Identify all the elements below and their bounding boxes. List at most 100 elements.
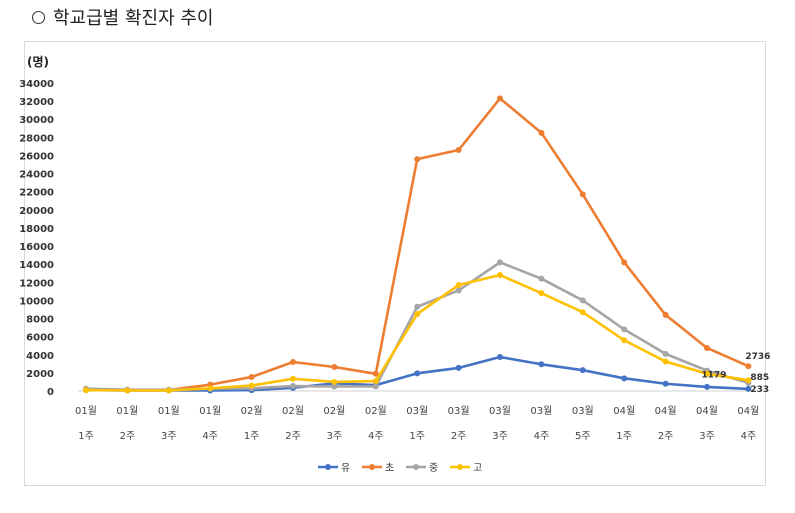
x-tick-month: 02월 (323, 405, 345, 417)
y-tick-label: 6000 (26, 333, 54, 344)
legend-label: 고 (473, 463, 482, 474)
y-tick-label: 20000 (19, 206, 54, 217)
data-point (579, 367, 586, 374)
data-point (414, 370, 421, 377)
x-tick-week: 3주 (492, 431, 508, 442)
y-tick-label: 18000 (19, 224, 54, 235)
series-line-1 (85, 97, 749, 392)
x-tick-month: 01월 (158, 405, 180, 417)
data-point (414, 156, 421, 163)
legend-swatch-marker (413, 464, 419, 470)
x-tick-month: 01월 (116, 405, 138, 417)
y-tick-label: 22000 (19, 188, 54, 199)
data-label: 1179 (701, 370, 726, 380)
page-heading: 학교급별 확진자 추이 (32, 4, 213, 30)
data-point (621, 326, 628, 333)
x-tick-week: 4주 (368, 431, 384, 442)
data-point (372, 378, 379, 385)
x-tick-month: 04월 (737, 405, 759, 417)
x-tick-week: 3주 (327, 431, 343, 442)
x-tick-week: 3주 (699, 431, 715, 442)
x-tick-month: 04월 (655, 405, 677, 417)
data-point (124, 387, 131, 394)
x-tick-month: 04월 (696, 405, 718, 417)
y-tick-label: 12000 (19, 278, 54, 289)
data-point (745, 385, 752, 392)
x-tick-week: 4주 (534, 431, 550, 442)
data-point (621, 259, 628, 266)
data-point (538, 361, 545, 368)
data-point (372, 370, 379, 377)
data-point (331, 363, 338, 370)
x-tick-month: 03월 (572, 405, 594, 417)
data-point (745, 363, 752, 370)
y-tick-label: 8000 (26, 315, 54, 326)
data-point (704, 344, 710, 351)
x-tick-month: 02월 (365, 405, 387, 417)
legend-swatch-marker (369, 464, 375, 470)
y-tick-label: 4000 (26, 351, 54, 362)
x-tick-month: 03월 (489, 405, 511, 417)
y-tick-label: 30000 (19, 115, 54, 126)
data-point (538, 290, 545, 297)
data-point (704, 383, 710, 390)
data-point (621, 375, 628, 382)
data-point (662, 350, 669, 357)
data-point (662, 380, 669, 387)
data-label: 233 (750, 385, 769, 395)
x-tick-month: 04월 (613, 405, 635, 417)
data-point (497, 354, 503, 361)
x-tick-week: 2주 (120, 431, 136, 442)
data-point (497, 272, 503, 279)
y-tick-label: 10000 (19, 296, 54, 307)
y-tick-label: 14000 (19, 260, 54, 271)
x-tick-month: 03월 (448, 405, 470, 417)
x-tick-week: 2주 (658, 431, 674, 442)
x-tick-week: 5주 (575, 431, 591, 442)
data-point (579, 297, 586, 304)
data-point (455, 147, 462, 154)
data-point (248, 373, 255, 380)
y-tick-label: 16000 (19, 242, 54, 253)
data-point (745, 377, 752, 384)
x-tick-week: 1주 (409, 431, 425, 442)
y-tick-label: 28000 (19, 133, 54, 144)
data-point (455, 287, 462, 294)
data-point (662, 358, 669, 365)
x-tick-week: 2주 (285, 431, 301, 442)
data-point (455, 364, 462, 371)
legend-swatch-marker (457, 464, 463, 470)
data-point (83, 387, 89, 394)
data-point (331, 378, 338, 385)
data-point (497, 95, 503, 102)
data-label: 885 (750, 373, 769, 383)
page-title: 학교급별 확진자 추이 (53, 8, 214, 29)
data-point (290, 383, 296, 390)
data-point (538, 129, 545, 136)
data-point (372, 383, 379, 390)
y-tick-label: 24000 (19, 170, 54, 181)
data-point (331, 383, 338, 390)
data-point (207, 385, 214, 392)
y-tick-label: 32000 (19, 97, 54, 108)
x-tick-week: 4주 (741, 431, 757, 442)
x-tick-month: 03월 (406, 405, 428, 417)
data-point (662, 311, 669, 318)
data-point (579, 191, 586, 198)
x-tick-week: 3주 (161, 431, 177, 442)
y-unit-label: (명) (27, 55, 49, 69)
legend-label: 중 (429, 462, 438, 474)
x-tick-month: 01월 (75, 405, 97, 417)
y-tick-label: 34000 (19, 79, 54, 90)
data-point (165, 387, 172, 394)
data-point (455, 282, 462, 289)
x-tick-week: 1주 (616, 431, 632, 442)
legend-swatch-marker (325, 464, 331, 470)
data-point (579, 309, 586, 316)
circle-bullet-icon (32, 10, 45, 24)
x-tick-week: 2주 (451, 431, 467, 442)
x-tick-week: 1주 (244, 431, 260, 442)
x-tick-month: 01월 (199, 405, 221, 417)
data-label: 2736 (745, 352, 770, 362)
